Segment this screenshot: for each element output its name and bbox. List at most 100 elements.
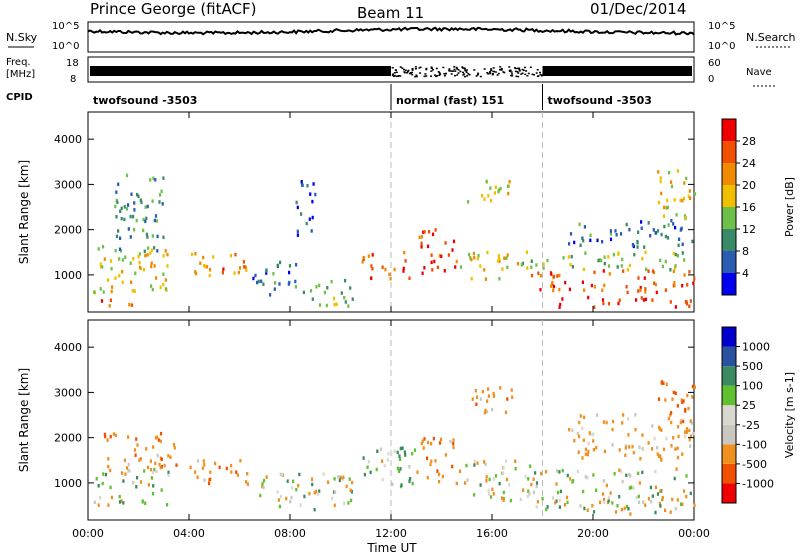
echo-cell [318,283,321,288]
echo-cell [651,447,654,451]
echo-cell [625,473,628,478]
nave-tick-top: 60 [708,58,721,69]
echo-cell [618,298,621,302]
echo-cell [514,459,517,463]
echo-cell [137,194,140,199]
colorbar-tick-label: 500 [742,360,763,373]
echo-cell [103,257,106,261]
echo-cell [388,272,391,277]
echo-cell [555,482,558,486]
echo-cell [112,432,115,436]
echo-cell [164,287,167,291]
echo-cell [136,443,139,447]
echo-cell [133,208,136,212]
echo-cell [233,271,236,275]
freq-dot [509,70,512,72]
echo-cell [238,266,242,270]
echo-cell [668,170,671,175]
echo-cell [409,477,412,481]
echo-cell [632,486,635,490]
echo-cell [581,236,584,240]
echo-cell [214,461,217,466]
freq-dot [394,69,397,71]
echo-cell [361,260,364,264]
echo-cell [506,265,509,270]
echo-cell [123,458,126,463]
echo-cell [151,491,155,496]
echo-cell [144,501,147,505]
echo-cell [620,264,623,268]
freq-bar-segment [90,66,391,76]
y-tick-label: 2000 [54,224,82,237]
echo-cell [127,469,130,473]
freq-dot [539,71,541,74]
echo-cell [308,491,311,496]
echo-cell [318,303,322,307]
echo-cell [631,243,634,247]
x-tick-label: 20:00 [577,527,609,540]
freq-dot [442,66,445,69]
echo-cell [243,265,246,269]
echo-cell [552,284,556,289]
echo-cell [679,502,683,506]
echo-cell [603,261,606,266]
echo-cell [162,272,165,276]
echo-cell [256,280,259,285]
echo-cell [643,276,646,280]
echo-cell [433,259,436,264]
echo-cell [384,267,387,272]
echo-cell [601,240,604,244]
echo-cell [166,264,169,268]
freq-dot [414,66,417,68]
echo-cell [661,497,664,502]
echo-cell [147,246,150,250]
echo-cell [498,481,501,486]
freq-dot [443,73,446,75]
echo-cell [411,451,414,456]
echo-cell [487,394,490,398]
echo-cell [664,398,667,402]
echo-cell [541,497,544,501]
echo-cell [159,465,162,470]
freq-dot [457,69,460,71]
echo-cell [539,274,543,278]
echo-cell [152,176,155,181]
echo-cell [400,483,403,487]
echo-cell [663,224,666,229]
freq-dot [476,74,479,76]
echo-cell [644,250,647,255]
colorbar-swatch [722,229,736,251]
echo-cell [440,254,443,259]
echo-cell [139,457,143,461]
freq-dot [511,73,514,75]
echo-cell [545,507,548,512]
echo-cell [311,297,314,301]
echo-cell [114,204,117,209]
echo-cell [416,470,419,474]
x-tick-label: 00:00 [72,527,104,540]
cpid-label: CPID [6,92,33,103]
echo-cell [389,277,392,281]
echo-cell [688,428,691,433]
echo-cell [613,472,616,476]
freq-dot [411,68,414,70]
echo-cell [423,437,426,441]
nsky-trace [87,26,695,36]
echo-cell [494,474,498,478]
echo-cell [173,446,176,450]
echo-cell [659,454,662,458]
echo-cell [530,482,533,487]
echo-cell [582,267,585,272]
echo-cell [127,203,130,207]
echo-cell [674,391,677,395]
echo-cell [660,191,663,196]
echo-cell [348,477,351,481]
echo-cell [491,408,494,412]
echo-cell [684,300,687,304]
freq-dot [463,73,466,75]
echo-cell [628,445,631,449]
echo-cell [196,475,199,479]
echo-cell [637,230,640,234]
echo-cell [420,245,423,249]
echo-cell [115,234,119,239]
